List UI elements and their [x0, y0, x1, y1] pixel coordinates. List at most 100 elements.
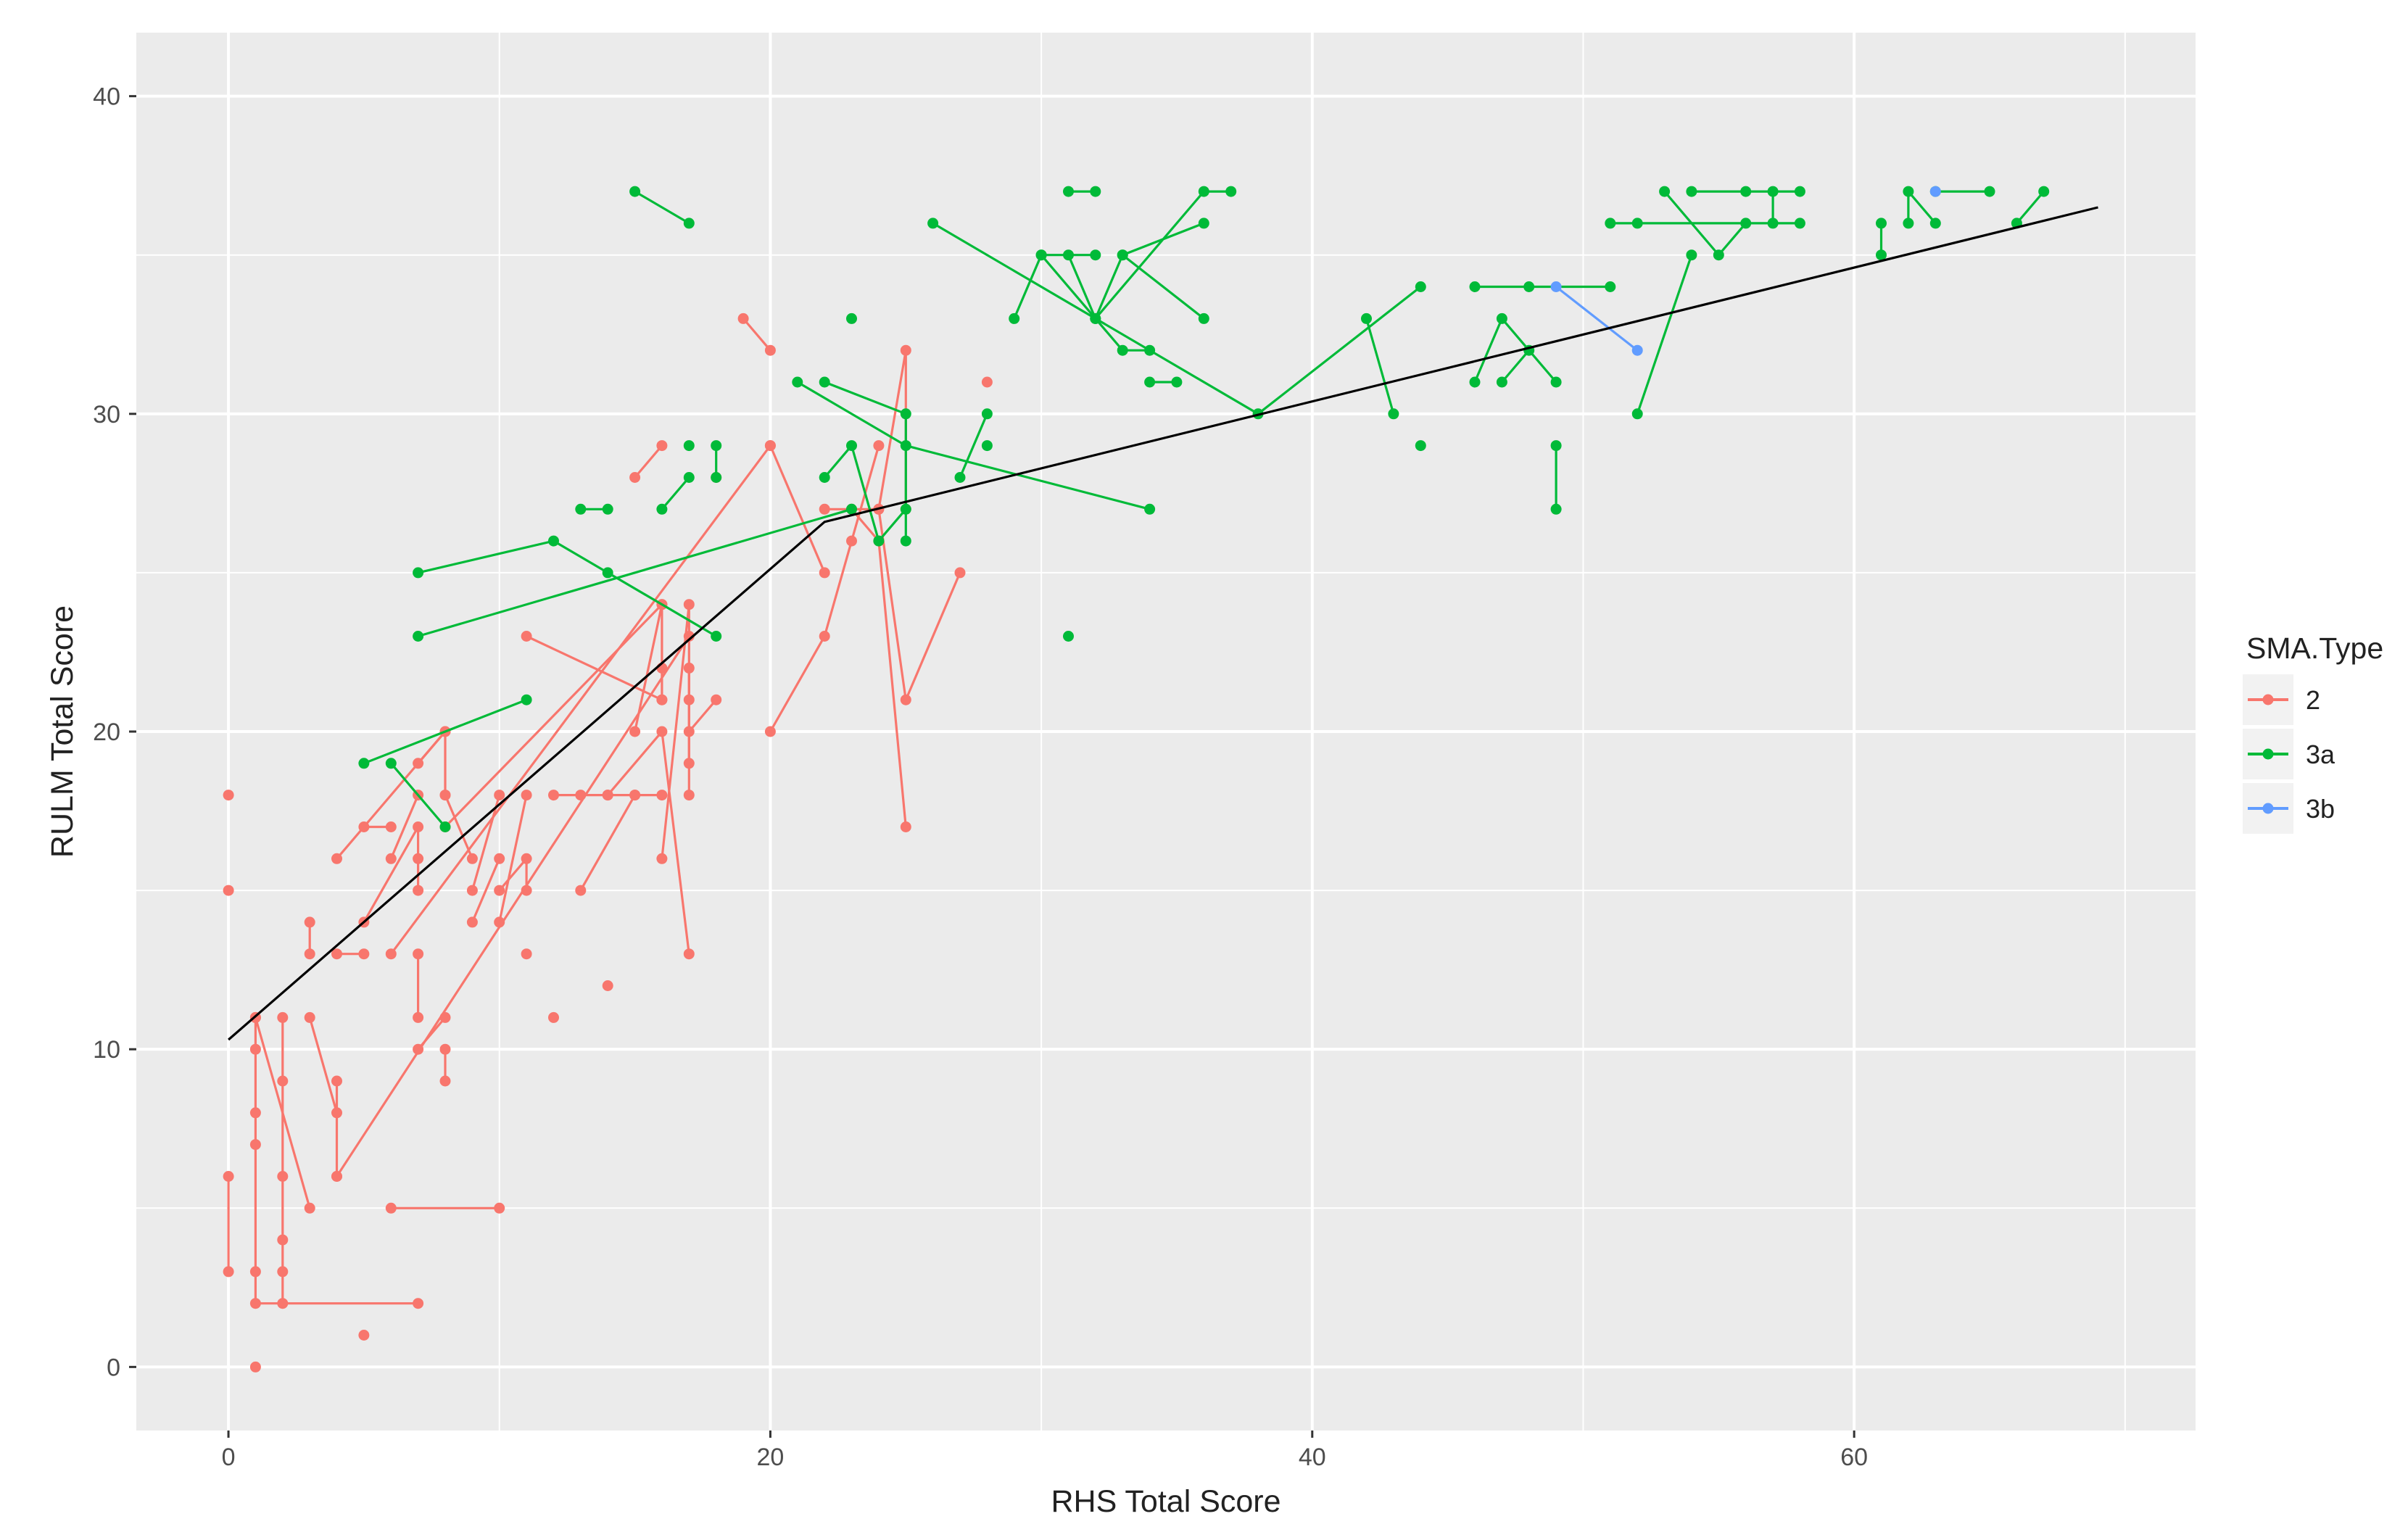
data-point [1090, 312, 1101, 324]
trajectory-line [444, 603, 663, 828]
data-point [304, 948, 315, 960]
legend-keys: 2 3a 3b [2243, 674, 2335, 834]
data-point [548, 1011, 559, 1023]
data-point [900, 535, 911, 547]
data-point [846, 503, 857, 515]
data-point [711, 440, 722, 452]
data-point [249, 1298, 261, 1309]
data-point [1496, 376, 1507, 388]
trajectory-line [363, 698, 527, 765]
y-tick-label: 30 [93, 401, 120, 428]
data-point [1388, 408, 1399, 420]
data-point [1605, 281, 1616, 292]
data-point [331, 1171, 342, 1182]
data-point [1903, 186, 1914, 197]
data-point [656, 440, 668, 452]
data-point [819, 503, 830, 515]
data-point [494, 790, 505, 801]
data-point [1903, 218, 1914, 229]
trajectory-line [688, 699, 717, 733]
data-point [1794, 186, 1805, 197]
data-point [548, 790, 559, 801]
data-point [1550, 440, 1562, 452]
data-point [819, 631, 830, 642]
trajectory-line [1122, 254, 1205, 320]
trajectory-line [390, 762, 447, 828]
data-point [249, 1043, 261, 1055]
data-point [331, 1075, 342, 1087]
data-point [764, 726, 776, 737]
data-point [873, 535, 885, 547]
data-point [711, 472, 722, 483]
trajectory-line [579, 794, 636, 891]
data-point [521, 694, 532, 705]
data-point [656, 503, 668, 515]
trajectory-line [389, 794, 420, 859]
data-point [1984, 186, 1995, 197]
data-point [1063, 631, 1074, 642]
data-point [439, 821, 451, 832]
x-tick-label: 0 [222, 1444, 236, 1471]
data-point [521, 948, 532, 960]
data-point [1198, 186, 1209, 197]
data-point [1198, 218, 1209, 229]
data-point [439, 1075, 451, 1087]
legend-title: SMA.Type [2246, 632, 2383, 665]
data-point [413, 853, 424, 864]
data-point [249, 1107, 261, 1119]
data-point [819, 472, 830, 483]
data-point [1523, 281, 1535, 292]
data-point [656, 790, 668, 801]
data-point [846, 440, 857, 452]
data-point [1740, 186, 1752, 197]
data-point [792, 376, 803, 388]
y-tick-label: 0 [107, 1354, 120, 1381]
data-point [1605, 218, 1616, 229]
data-point [711, 694, 722, 705]
data-point [900, 408, 911, 420]
data-point [602, 980, 613, 991]
data-point [683, 218, 695, 229]
data-point [683, 948, 695, 960]
data-point [358, 758, 370, 769]
trajectory-line [471, 795, 501, 891]
data-point [413, 567, 424, 579]
fit-line [228, 206, 2098, 1041]
data-point [846, 312, 857, 324]
data-point [413, 1011, 424, 1023]
data-point [1090, 249, 1101, 261]
x-tick-label: 20 [757, 1444, 785, 1471]
data-point [1063, 186, 1074, 197]
data-point [277, 1075, 289, 1087]
data-point [1225, 186, 1237, 197]
data-point [954, 567, 966, 579]
data-point [223, 1171, 234, 1182]
trajectory-line [1365, 318, 1395, 415]
y-tick-label: 20 [93, 719, 120, 746]
data-point [602, 790, 613, 801]
trajectory-line [2016, 191, 2045, 224]
data-point [819, 376, 830, 388]
data-point [1713, 249, 1724, 261]
trajectory-line [418, 508, 852, 638]
trajectory-line [444, 794, 473, 859]
legend-label: 3b [2306, 794, 2335, 824]
data-point [629, 790, 641, 801]
data-point [277, 1266, 289, 1278]
data-point [521, 853, 532, 864]
data-point [1767, 218, 1779, 229]
data-point [683, 631, 695, 642]
trajectory-line [471, 858, 501, 923]
series-3a [358, 186, 2050, 832]
data-point [413, 1298, 424, 1309]
series-2 [223, 312, 993, 1372]
trajectory-line [336, 635, 690, 1177]
data-point [683, 790, 695, 801]
data-point [1035, 249, 1047, 261]
data-point [1876, 249, 1887, 261]
legend-label: 3a [2306, 740, 2335, 769]
data-point [1144, 344, 1156, 356]
data-point [900, 694, 911, 705]
data-point [277, 1298, 289, 1309]
